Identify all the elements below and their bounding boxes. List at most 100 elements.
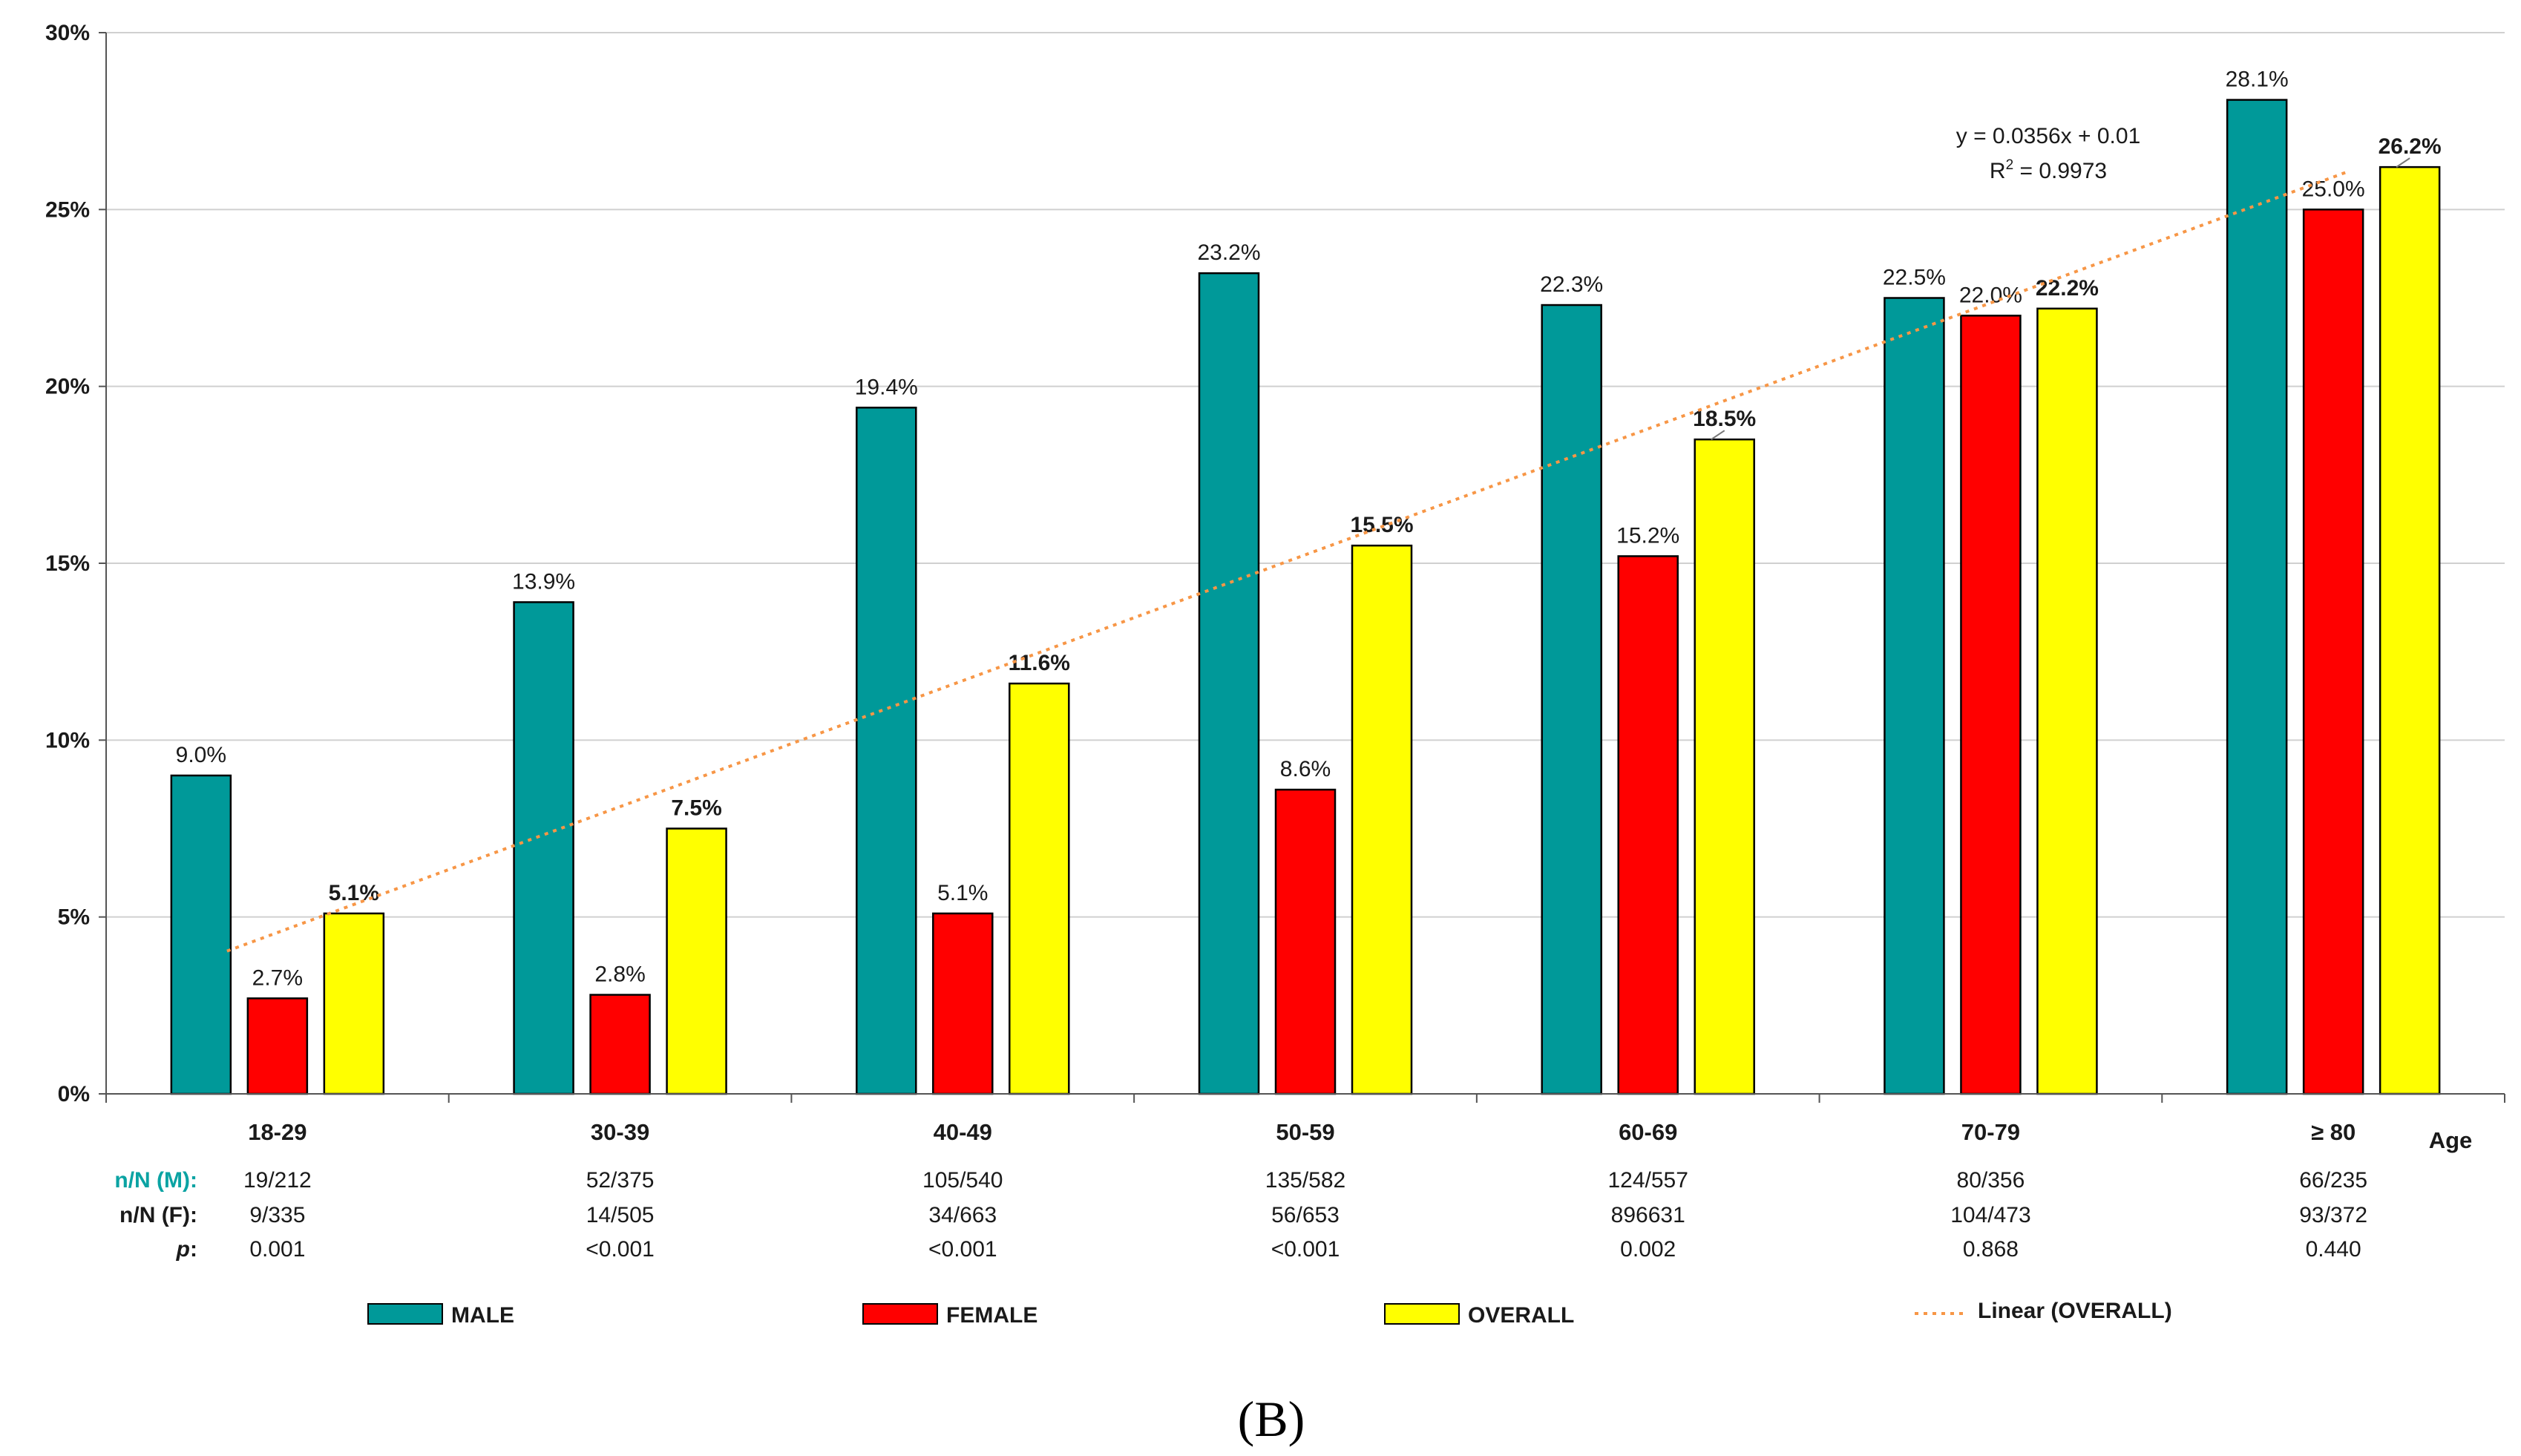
table-row-header: n/N (F):: [119, 1203, 197, 1227]
table-row-header-suffix: :: [190, 1237, 197, 1262]
data-label-male: 13.9%: [512, 569, 575, 594]
bar-male: [1198, 272, 1260, 1095]
bar-female: [1617, 555, 1679, 1095]
x-axis-title: Age: [2429, 1127, 2473, 1153]
bar-female: [1960, 315, 2022, 1095]
bar-male: [170, 774, 232, 1095]
bar-overall: [323, 912, 385, 1095]
bar-male: [856, 407, 917, 1095]
x-axis: 18-29 30-39 40-49 50-59 60-69 70-79 ≥ 80 Age: [105, 1093, 2505, 1153]
y-tick-label: 15%: [45, 551, 90, 576]
x-tick-label: 50-59: [1276, 1119, 1334, 1145]
table-cell: 0.440: [2306, 1237, 2361, 1262]
bar-female: [1274, 788, 1337, 1095]
table-row-header: p:: [176, 1237, 197, 1262]
trendline: [226, 170, 2349, 953]
table-cell: 105/540: [922, 1168, 1003, 1193]
bar-overall: [2036, 307, 2098, 1095]
y-tick-label: 20%: [45, 375, 90, 399]
x-tick-label: 60-69: [1619, 1119, 1677, 1145]
data-label-female: 15.2%: [1616, 523, 1679, 548]
x-tick-label: 70-79: [1961, 1119, 2020, 1145]
table-cell: <0.001: [586, 1237, 655, 1262]
y-tick-label: 25%: [45, 197, 90, 222]
bar-male: [2226, 99, 2288, 1095]
r2-label: R: [1990, 159, 2006, 183]
data-label-female: 8.6%: [1280, 757, 1331, 781]
table-cell: 0.001: [249, 1237, 305, 1262]
bars: 9.0% 13.9% 19.4% 23.2% 22.3% 22.5% 28.1% 2.7% 2.…: [170, 68, 2442, 1095]
bar-male: [1541, 304, 1602, 1095]
legend-label-overall: OVERALL: [1468, 1303, 1574, 1328]
bar-overall: [666, 827, 727, 1095]
data-label-overall: 26.2%: [2379, 134, 2442, 159]
bar-female: [2302, 209, 2364, 1095]
table-row-header: n/N (M):: [114, 1168, 197, 1193]
y-tick-label: 30%: [45, 21, 90, 45]
gridlines: [106, 32, 2505, 918]
legend-label-female: FEMALE: [946, 1303, 1037, 1328]
data-label-male: 22.3%: [1540, 272, 1603, 297]
x-tick-label: ≥ 80: [2311, 1119, 2356, 1145]
legend: MALE FEMALE OVERALL Linear (OVERALL): [367, 1299, 2172, 1328]
bar-male: [513, 601, 574, 1095]
table-cell: 19/212: [243, 1168, 312, 1193]
label-leader-line: [2396, 157, 2410, 168]
table-cell: 9/335: [249, 1203, 305, 1227]
data-label-male: 23.2%: [1197, 240, 1260, 265]
table-row-header-symbol: p: [176, 1237, 190, 1262]
trendline-group: [226, 170, 2349, 953]
data-label-overall: 11.6%: [1009, 651, 1070, 675]
table-cell: 104/473: [1950, 1203, 2030, 1227]
data-label-female: 2.7%: [252, 965, 303, 990]
bar-overall: [2379, 165, 2441, 1095]
table-cell: 34/663: [928, 1203, 997, 1227]
table-cell: 896631: [1611, 1203, 1685, 1227]
x-tick-label: 18-29: [248, 1119, 306, 1145]
data-label-female: 25.0%: [2302, 177, 2365, 201]
legend-label-male: MALE: [451, 1303, 514, 1328]
data-label-male: 22.5%: [1883, 266, 1946, 290]
table-cell: 0.868: [1963, 1237, 2019, 1262]
y-tick-label: 10%: [45, 728, 90, 752]
table-cell: 52/375: [586, 1168, 655, 1193]
data-label-overall: 18.5%: [1693, 407, 1756, 431]
y-tick-label: 5%: [58, 905, 90, 930]
legend-swatch-male: [367, 1303, 443, 1325]
data-label-overall: 22.2%: [2036, 276, 2099, 301]
table-cell: 0.002: [1620, 1237, 1676, 1262]
bar-overall: [1351, 544, 1413, 1095]
table-cell: 124/557: [1607, 1168, 1688, 1193]
bar-overall: [1009, 682, 1070, 1095]
legend-label-trendline: Linear (OVERALL): [1978, 1299, 2172, 1323]
table-cell: 66/235: [2299, 1168, 2367, 1193]
trendline-r-squared: R2 = 0.9973: [1990, 157, 2107, 183]
table-cell: 80/356: [1957, 1168, 2025, 1193]
data-label-male: 9.0%: [176, 743, 226, 767]
table-cell: 135/582: [1265, 1168, 1345, 1193]
table-cell: 14/505: [586, 1203, 655, 1227]
r2-value: = 0.9973: [2013, 159, 2107, 183]
bar-male: [1884, 297, 1945, 1095]
data-label-female: 5.1%: [937, 881, 988, 905]
table-cell: 93/372: [2299, 1203, 2367, 1227]
data-label-female: 2.8%: [594, 963, 645, 987]
bar-female: [589, 994, 651, 1095]
r2-superscript: 2: [2006, 157, 2014, 173]
x-tick-label: 30-39: [591, 1119, 649, 1145]
label-leader-line: [1711, 430, 1725, 440]
data-label-female: 22.0%: [1959, 283, 2022, 307]
data-label-male: 19.4%: [855, 375, 918, 399]
bar-overall: [1694, 438, 1755, 1095]
table-cell: <0.001: [928, 1237, 997, 1262]
legend-swatch-female: [862, 1303, 938, 1325]
trendline-equation: y = 0.0356x + 0.01: [1956, 124, 2141, 148]
bar-female: [932, 912, 994, 1095]
y-tick-label: 0%: [58, 1082, 90, 1106]
bar-female: [246, 997, 309, 1095]
panel-label: (B): [1238, 1391, 1305, 1447]
data-label-male: 28.1%: [2226, 68, 2289, 92]
legend-swatch-overall: [1384, 1303, 1460, 1325]
table-cell: 56/653: [1271, 1203, 1340, 1227]
